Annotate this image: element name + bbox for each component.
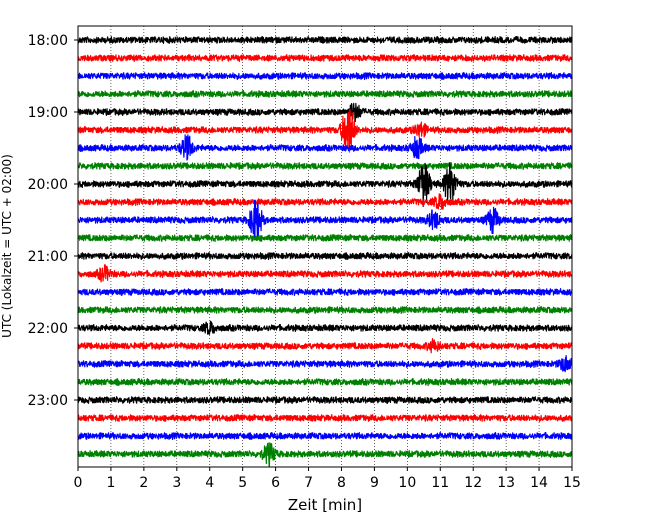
x-tick-label: 5	[238, 475, 247, 491]
trace-1830	[77, 71, 573, 81]
y-tick-label: 21:00	[28, 249, 68, 265]
trace-layer	[77, 35, 573, 468]
trace-2300	[77, 396, 573, 404]
y-axis-label: UTC (Lokalzeit = UTC + 02:00)	[0, 154, 14, 338]
x-axis-ticks: 0 1 2 3 4 5 6 7 8 9 10 11 12 13 14 15	[74, 467, 581, 491]
x-tick-label: 6	[271, 475, 280, 491]
trace-2230	[77, 355, 573, 373]
trace-2115	[77, 264, 573, 283]
plot-frame	[77, 25, 573, 468]
x-tick-label: 3	[172, 475, 181, 491]
x-tick-label: 7	[304, 475, 313, 491]
trace-2330	[77, 431, 573, 441]
x-tick-label: 2	[139, 475, 148, 491]
y-tick-label: 23:00	[28, 393, 68, 409]
trace-1800	[77, 35, 573, 44]
trace-2200	[77, 320, 573, 335]
trace-2345	[77, 442, 573, 468]
trace-2215	[77, 337, 573, 354]
trace-2030	[77, 199, 573, 240]
trace-2145	[77, 306, 573, 315]
trace-2315	[77, 414, 573, 423]
x-tick-label: 10	[398, 475, 416, 491]
trace-2045	[77, 234, 573, 243]
y-tick-label: 19:00	[28, 105, 68, 121]
trace-2000	[77, 162, 573, 207]
trace-1900	[77, 102, 573, 123]
x-axis-label: Zeit [min]	[288, 496, 362, 514]
trace-2100	[77, 251, 573, 261]
trace-1915	[77, 109, 573, 153]
trace-2130	[77, 288, 573, 297]
x-tick-label: 15	[563, 475, 581, 491]
x-tick-label: 13	[497, 475, 515, 491]
x-tick-label: 4	[205, 475, 214, 491]
y-axis-ticks: 18:00 19:00 20:00 21:00 22:00 23:00	[28, 33, 78, 409]
x-tick-label: 8	[337, 475, 346, 491]
trace-1845	[77, 89, 573, 99]
x-tick-label: 11	[431, 475, 449, 491]
x-tick-label: 12	[464, 475, 482, 491]
trace-2015	[77, 193, 573, 210]
x-tick-label: 0	[74, 475, 83, 491]
y-tick-label: 22:00	[28, 321, 68, 337]
trace-2245	[77, 377, 573, 387]
x-tick-label: 1	[106, 475, 115, 491]
trace-1945	[77, 162, 573, 170]
y-tick-label: 18:00	[28, 33, 68, 49]
y-tick-label: 20:00	[28, 177, 68, 193]
x-tick-label: 14	[530, 475, 548, 491]
trace-1815	[77, 54, 573, 62]
x-tick-label: 9	[370, 475, 379, 491]
trace-1930	[77, 134, 573, 161]
